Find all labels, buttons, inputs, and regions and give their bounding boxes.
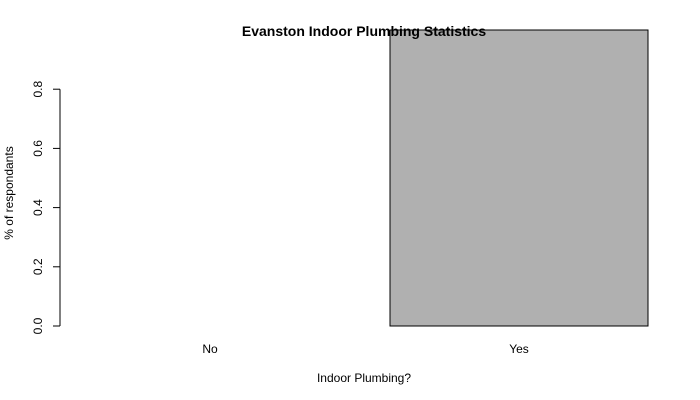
x-tick-label-no: No (202, 342, 218, 356)
x-tick-label-yes: Yes (509, 342, 529, 356)
y-tick-label: 0.2 (31, 258, 45, 275)
y-tick-label: 0.8 (31, 81, 45, 98)
x-axis-title: Indoor Plumbing? (317, 371, 411, 385)
chart-title: Evanston Indoor Plumbing Statistics (242, 23, 486, 39)
y-axis: 0.0 0.2 0.4 0.6 0.8 (31, 81, 61, 334)
y-tick-label: 0.4 (31, 199, 45, 216)
bars-layer (389, 29, 649, 327)
y-tick-label: 0.0 (31, 317, 45, 334)
bar-yes (389, 29, 649, 327)
y-tick-label: 0.6 (31, 140, 45, 157)
x-axis: No Yes (202, 342, 528, 356)
y-axis-title: % of respondants (2, 146, 16, 239)
